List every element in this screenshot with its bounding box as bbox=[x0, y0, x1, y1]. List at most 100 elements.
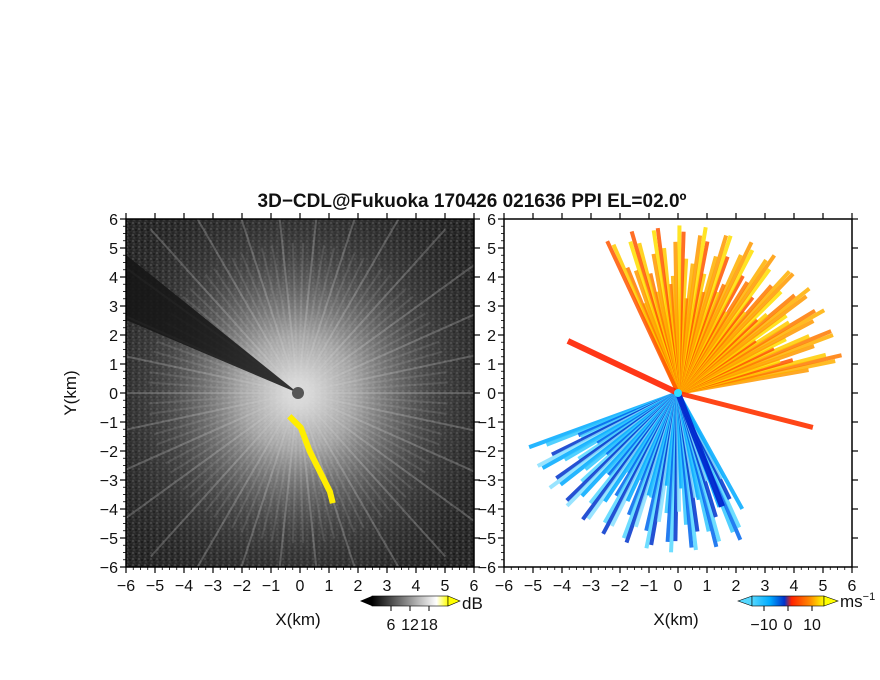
left-colorbar: 6 12 18 dB bbox=[360, 594, 483, 634]
colorbar-tick-label: 6 bbox=[387, 617, 396, 634]
y-tick-label: 0 bbox=[109, 386, 118, 403]
y-tick-label: −1 bbox=[100, 415, 118, 432]
x-tick-label: 3 bbox=[383, 578, 392, 595]
x-tick-label: 6 bbox=[470, 578, 479, 595]
left-colorbar-bar bbox=[371, 595, 449, 607]
left-colorbar-ticks: 6 12 18 bbox=[387, 606, 438, 634]
y-tick-label: 2 bbox=[487, 328, 496, 345]
reflectivity-ray bbox=[297, 392, 407, 498]
right-xlabel: X(km) bbox=[653, 610, 698, 629]
y-tick-label: −4 bbox=[478, 502, 496, 519]
x-tick-label: −2 bbox=[233, 578, 251, 595]
reflectivity-ray bbox=[291, 243, 299, 394]
reflectivity-ray bbox=[150, 228, 299, 394]
reflectivity-ray bbox=[278, 392, 299, 567]
left-colorbar-right-arrow bbox=[447, 595, 461, 607]
y-tick-label: 6 bbox=[109, 212, 118, 229]
y-tick-label: −5 bbox=[100, 531, 118, 548]
reflectivity-ray bbox=[231, 257, 299, 394]
y-tick-label: −1 bbox=[478, 415, 496, 432]
velocity-edge-blue bbox=[675, 391, 725, 508]
x-tick-label: 2 bbox=[354, 578, 363, 595]
reflectivity-ray bbox=[297, 392, 443, 436]
reflectivity-ray bbox=[297, 245, 326, 394]
x-tick-label: 3 bbox=[761, 578, 770, 595]
reflectivity-ray bbox=[297, 392, 414, 491]
y-tick-label: 2 bbox=[109, 328, 118, 345]
reflectivity-ray bbox=[297, 381, 448, 394]
reflectivity-ray bbox=[240, 392, 299, 567]
reflectivity-ray bbox=[231, 392, 299, 529]
x-tick-label: 4 bbox=[412, 578, 421, 595]
reflectivity-ray bbox=[156, 340, 299, 394]
y-tick-label: 1 bbox=[109, 357, 118, 374]
y-tick-label: 4 bbox=[109, 270, 118, 287]
y-tick-label: −4 bbox=[100, 502, 118, 519]
reflectivity-ray bbox=[297, 263, 474, 394]
reflectivity-ray bbox=[297, 288, 407, 394]
y-tick-label: 0 bbox=[487, 386, 496, 403]
y-tick-label: 5 bbox=[109, 241, 118, 258]
reflectivity-ray bbox=[204, 274, 299, 394]
reflectivity-ray bbox=[196, 392, 299, 567]
reflectivity-ray bbox=[297, 392, 392, 512]
colorbar-tick-label: 10 bbox=[803, 617, 821, 634]
reflectivity-ray bbox=[297, 340, 440, 394]
right-colorbar-ticks: −10 0 10 bbox=[750, 606, 821, 634]
reflectivity-ray bbox=[297, 295, 414, 394]
reflectivity-ray bbox=[182, 392, 299, 491]
reflectivity-ray bbox=[297, 354, 474, 394]
reflectivity-ray bbox=[297, 247, 336, 394]
y-tick-label: −6 bbox=[478, 560, 496, 577]
reflectivity-ray bbox=[297, 392, 431, 465]
y-tick-label: 4 bbox=[487, 270, 496, 287]
reflectivity-ray bbox=[297, 350, 443, 394]
left-panel: −6 −5 −4 −3 −2 −1 0 1 2 3 4 5 6 −6 −5 −4 −3 −2 −1 0 1 2 3 4 5 6 X… bbox=[61, 212, 480, 629]
x-tick-label: 6 bbox=[848, 578, 857, 595]
reflectivity-ray bbox=[297, 371, 447, 394]
x-tick-label: 0 bbox=[296, 578, 305, 595]
right-colorbar-unit-exp: −1 bbox=[863, 591, 876, 603]
right-panel: −6 −5 −4 −3 −2 −1 0 1 2 3 4 5 6 −6 −5 −4 −3 −2 −1 0 1 2 3 4 5 6 X… bbox=[478, 212, 858, 629]
reflectivity-ray bbox=[240, 219, 299, 394]
left-xlabel: X(km) bbox=[275, 610, 320, 629]
reflectivity-ray bbox=[260, 247, 299, 394]
reflectivity-ray bbox=[126, 392, 299, 471]
reflectivity-ray bbox=[149, 392, 299, 415]
reflectivity-ray bbox=[240, 392, 299, 533]
x-tick-label: 5 bbox=[441, 578, 450, 595]
reflectivity-ray bbox=[297, 312, 426, 394]
reflectivity-ray bbox=[297, 253, 356, 394]
reflectivity-ray bbox=[148, 381, 299, 394]
right-colorbar-unit-base: ms bbox=[840, 592, 863, 611]
reflectivity-ray bbox=[297, 392, 474, 523]
radar-site-left bbox=[292, 387, 304, 399]
x-tick-label: −5 bbox=[146, 578, 164, 595]
x-tick-label: −4 bbox=[175, 578, 193, 595]
reflectivity-ray bbox=[153, 350, 299, 394]
colorbar-tick-label: −10 bbox=[750, 617, 777, 634]
left-ylabel: Y(km) bbox=[61, 370, 80, 415]
x-tick-label: −5 bbox=[524, 578, 542, 595]
reflectivity-ray bbox=[297, 392, 400, 567]
colorbar-tick-label: 12 bbox=[401, 617, 419, 634]
reflectivity-ray bbox=[297, 392, 326, 541]
y-tick-label: 6 bbox=[487, 212, 496, 229]
x-tick-label: 1 bbox=[703, 578, 712, 595]
right-colorbar-unit: ms−1 bbox=[840, 591, 875, 611]
yellow-band bbox=[287, 414, 336, 504]
x-tick-label: −6 bbox=[495, 578, 513, 595]
reflectivity-ray bbox=[213, 392, 299, 518]
reflectivity-ray bbox=[165, 392, 299, 465]
x-tick-label: 1 bbox=[325, 578, 334, 595]
y-tick-label: 3 bbox=[109, 299, 118, 316]
reflectivity-ray bbox=[153, 392, 299, 436]
reflectivity-ray bbox=[156, 392, 299, 446]
x-tick-label: −3 bbox=[204, 578, 222, 595]
y-tick-label: 1 bbox=[487, 357, 496, 374]
y-tick-label: −3 bbox=[478, 473, 496, 490]
reflectivity-ray bbox=[297, 313, 474, 394]
y-tick-label: −5 bbox=[478, 531, 496, 548]
reflectivity-ray bbox=[149, 371, 299, 394]
